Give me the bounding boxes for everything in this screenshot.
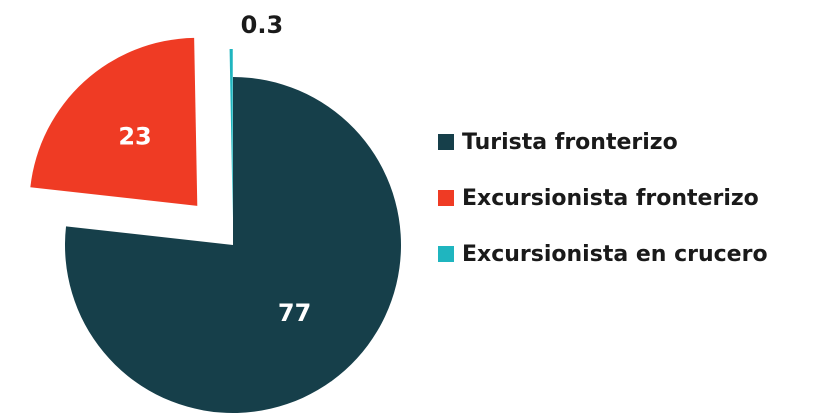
legend-label-excursionista-en-crucero: Excursionista en crucero bbox=[462, 241, 768, 267]
legend-item-excursionista-fronterizo: Excursionista fronterizo bbox=[438, 170, 768, 226]
pie-slice-turista-fronterizo bbox=[65, 77, 401, 413]
data-label-turista-fronterizo: 77 bbox=[278, 299, 311, 327]
legend-item-turista-fronterizo: Turista fronterizo bbox=[438, 114, 768, 170]
legend-swatch-excursionista-fronterizo bbox=[438, 190, 454, 206]
data-label-excursionista-en-crucero: 0.3 bbox=[241, 11, 284, 39]
pie-slice-excursionista-en-crucero bbox=[229, 49, 233, 218]
legend-item-excursionista-en-crucero: Excursionista en crucero bbox=[438, 226, 768, 282]
legend-swatch-excursionista-en-crucero bbox=[438, 246, 454, 262]
pie-slice-excursionista-fronterizo bbox=[30, 37, 198, 206]
legend: Turista fronterizo Excursionista fronter… bbox=[438, 114, 768, 282]
legend-label-turista-fronterizo: Turista fronterizo bbox=[462, 129, 678, 155]
legend-swatch-turista-fronterizo bbox=[438, 134, 454, 150]
data-label-excursionista-fronterizo: 23 bbox=[118, 123, 151, 151]
legend-label-excursionista-fronterizo: Excursionista fronterizo bbox=[462, 185, 759, 211]
